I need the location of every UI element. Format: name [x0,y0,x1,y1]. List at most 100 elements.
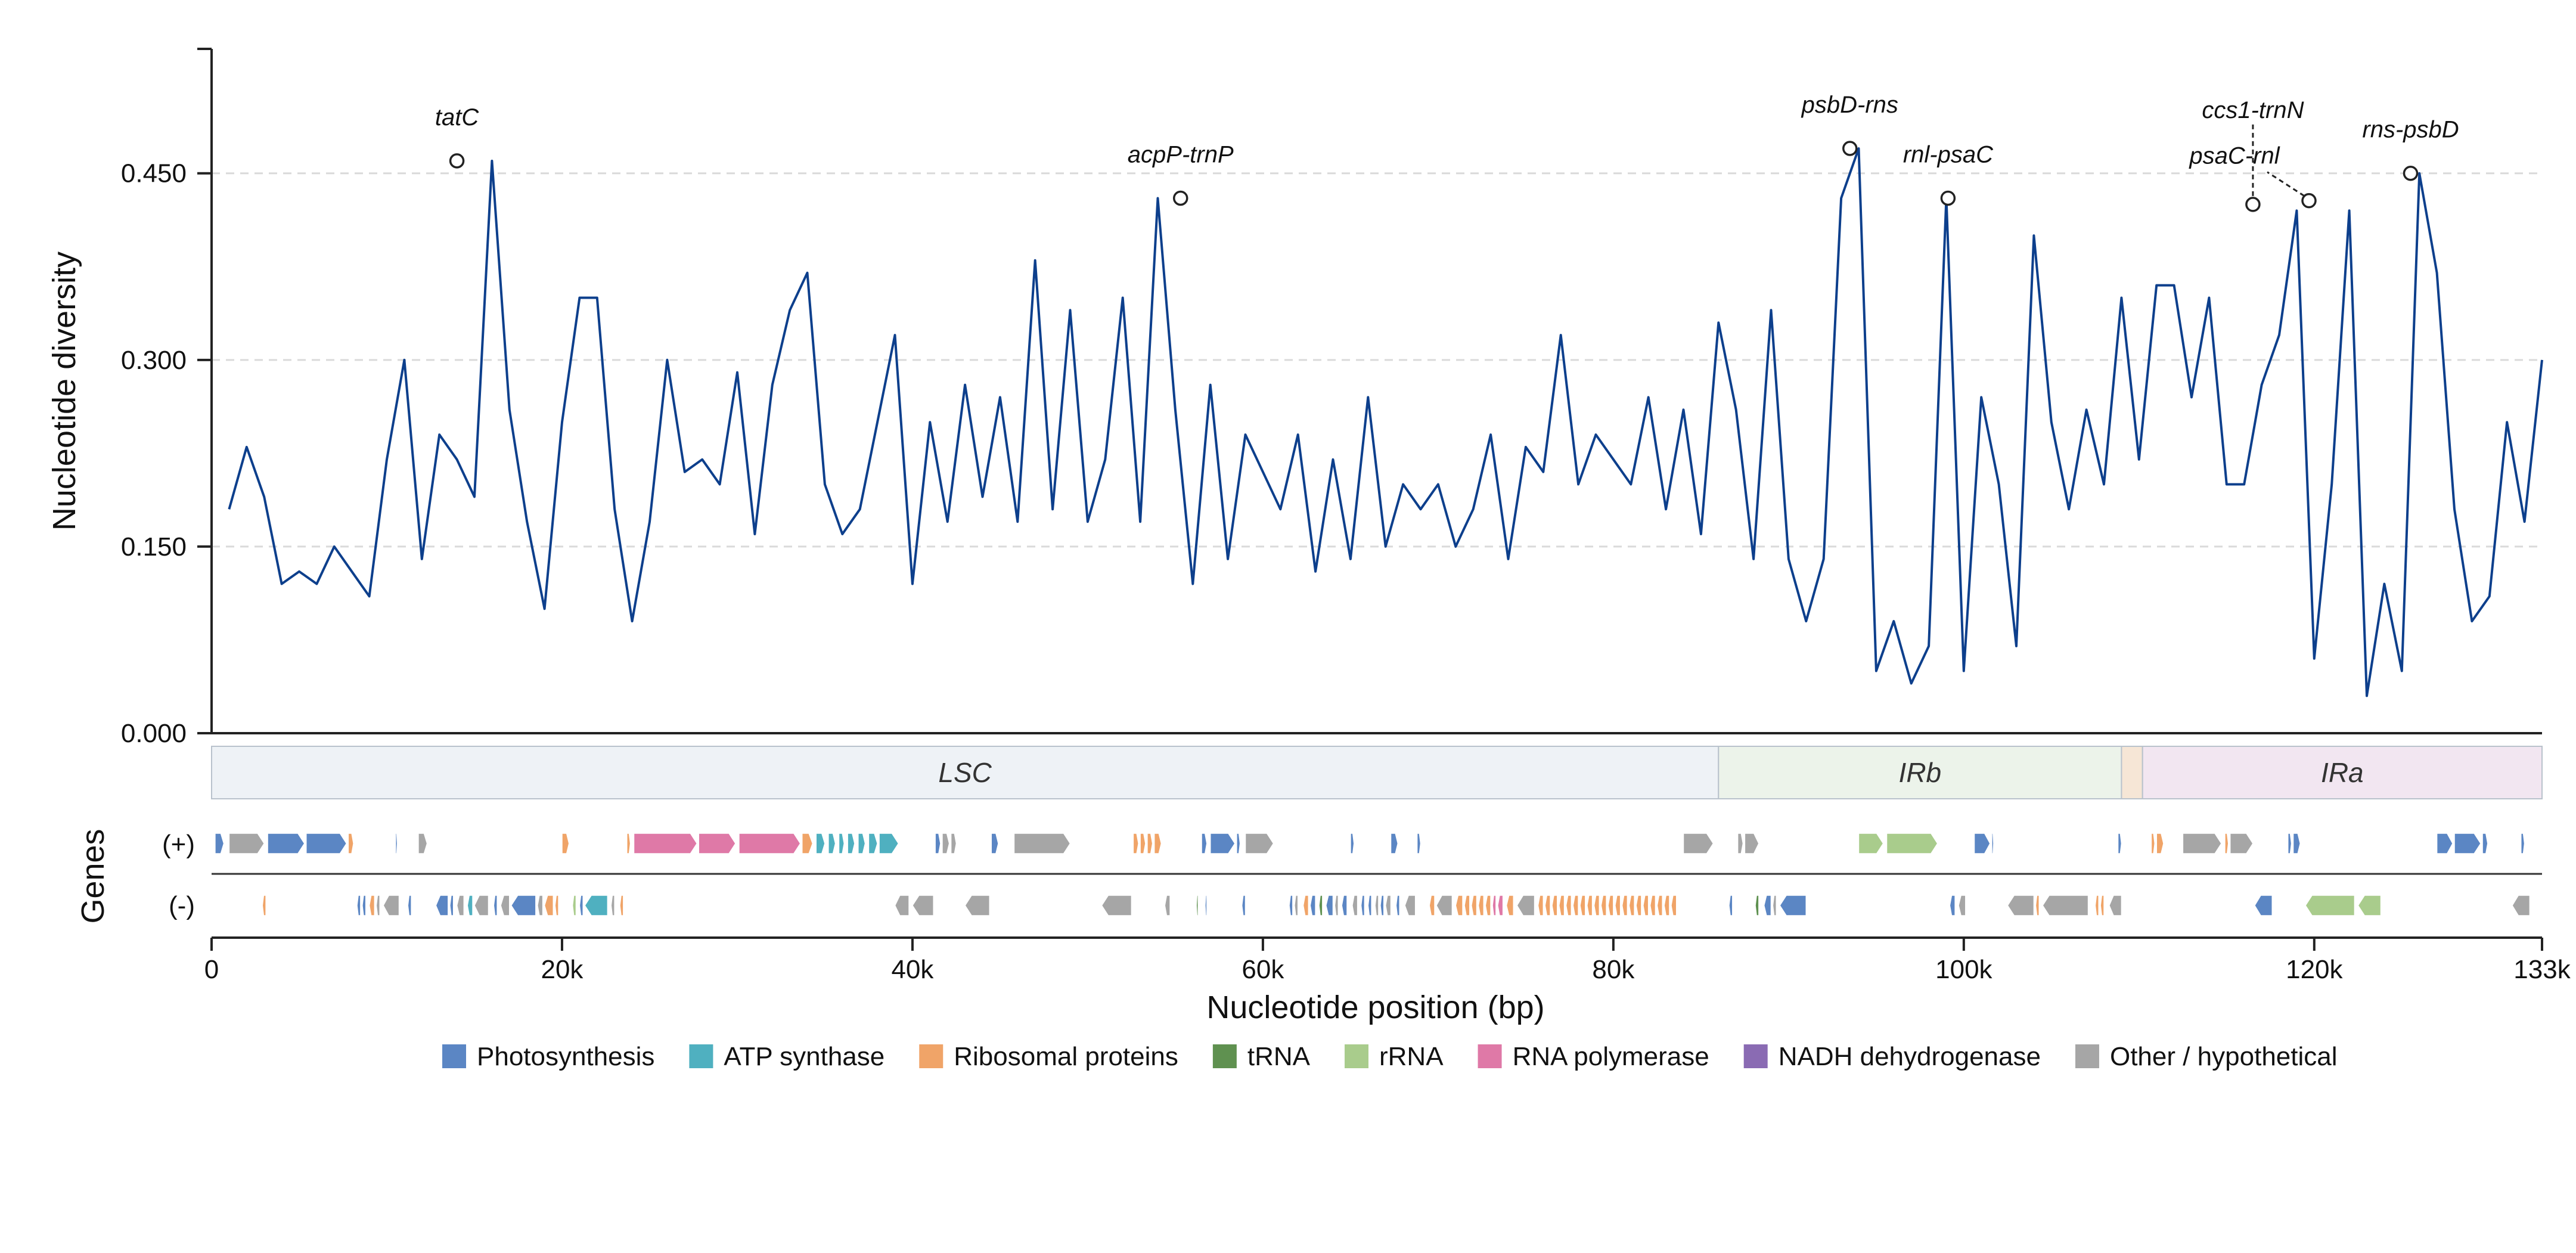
gene-feature [1497,895,1504,916]
region-block [211,746,1720,799]
gene-feature [2482,833,2488,854]
gene-feature [500,895,510,916]
diversity-series-line [228,147,2543,697]
peak-marker [1842,141,1858,156]
gene-feature [1656,895,1663,916]
gene-feature [2150,833,2156,854]
gene-feature [1858,833,1884,854]
gene-feature [262,895,266,916]
gene-feature [1302,895,1309,916]
gene-feature [610,895,615,916]
peak-label: rnl-psaC [1903,141,1994,168]
gene-feature [474,895,489,916]
region-block [2142,746,2543,799]
legend-swatch [2075,1044,2099,1068]
y-tick-label: 0.000 [121,719,187,748]
gene-feature [1352,895,1358,916]
gene-feature [1779,895,1807,916]
gene-feature [1341,895,1348,916]
gene-feature [1350,833,1355,854]
gene-feature [879,833,899,854]
gene-feature [1615,895,1621,916]
gene-feature [1309,895,1316,916]
gene-feature [1132,833,1139,854]
legend-label: Other / hypothetical [2110,1042,2338,1071]
gene-feature [1991,833,1994,854]
gene-feature [347,833,354,854]
gene-feature [1663,895,1670,916]
gene-feature [1744,833,1759,854]
gene-feature [2254,895,2273,916]
x-tick-label: 40k [891,955,934,984]
legend-label: NADH dehydrogenase [1779,1042,2041,1071]
peak-marker [1172,190,1188,206]
gene-feature [1325,895,1334,916]
gene-feature [1973,833,1991,854]
peak-marker [2301,193,2317,209]
gene-feature [1649,895,1656,916]
gene-feature [801,833,814,854]
gene-feature [1763,895,1772,916]
gene-feature [1140,833,1146,854]
gene-feature [267,833,305,854]
gene-feature [395,833,398,854]
gene-feature [1635,895,1642,916]
peak-label: ccs1-trnN [2202,97,2304,123]
gene-feature [894,895,910,916]
gene-feature [1958,895,1966,916]
gene-feature [1380,895,1385,916]
gene-feature [1147,833,1153,854]
legend-label: ATP synthase [724,1042,884,1071]
gene-feature [2292,833,2301,854]
y-tick-label: 0.450 [121,159,187,188]
x-tick-label: 0 [204,955,219,984]
gene-feature [2007,895,2035,916]
gene-feature [2305,895,2355,916]
x-axis-title: Nucleotide position (bp) [1206,990,1544,1025]
gene-feature [2436,833,2453,854]
gene-feature [1360,895,1365,916]
gene-feature [838,833,845,854]
gene-feature [2229,833,2254,854]
region-label: LSC [938,757,992,788]
gene-feature [1671,895,1677,916]
gene-feature [1587,895,1593,916]
gene-feature [2109,895,2122,916]
gene-feature [1755,895,1759,916]
gene-feature [2100,895,2105,916]
x-tick-label: 100k [1935,955,1992,984]
peak-marker [2245,197,2261,212]
y-tick-label: 0.300 [121,346,187,375]
gene-feature [1241,895,1246,916]
gene-feature [626,833,631,854]
legend-swatch [919,1044,944,1068]
gene-feature [1565,895,1572,916]
gene-feature [1201,833,1208,854]
gene-feature [1209,833,1236,854]
peak-label: psbD-rns [1801,92,1898,118]
legend-swatch [1478,1044,1502,1068]
x-tick-label: 60k [1242,955,1284,984]
gene-feature [698,833,736,854]
gene-feature [991,833,999,854]
gene-feature [1600,895,1607,916]
gene-feature [912,895,934,916]
gene-feature [619,895,624,916]
gene-feature [510,895,536,916]
gene-feature [544,895,554,916]
gene-feature [2224,833,2229,854]
gene-feature [633,833,698,854]
gene-feature [2094,895,2099,916]
gene-feature [2520,833,2525,854]
gene-feature [1683,833,1714,854]
gene-feature [1470,895,1478,916]
legend-label: RNA polymerase [1513,1042,1709,1071]
gene-feature [2042,895,2089,916]
gene-feature [1236,833,1241,854]
gene-feature [1318,895,1323,916]
gene-feature [1101,895,1132,916]
region-block [2121,746,2143,799]
region-label: IRa [2321,757,2364,788]
gene-feature [1558,895,1565,916]
